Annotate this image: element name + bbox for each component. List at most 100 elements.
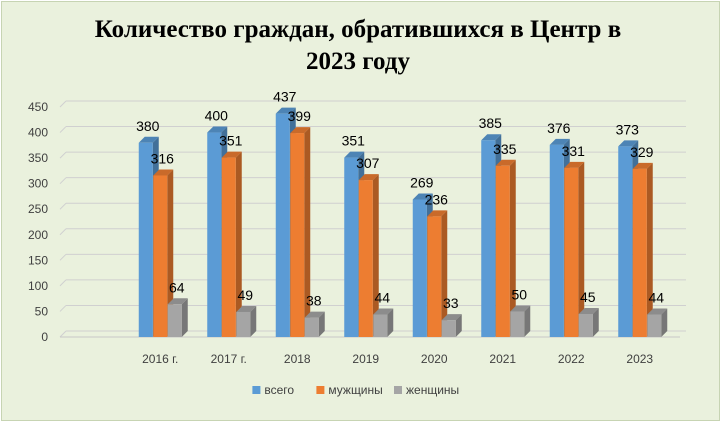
bar-3-5	[441, 314, 462, 337]
bar-top	[441, 314, 462, 321]
bar-side	[304, 127, 311, 337]
bar-top	[153, 169, 174, 176]
bar-top	[427, 210, 448, 217]
data-label: 45	[580, 289, 596, 305]
gridline-depth	[59, 305, 67, 312]
gridline-depth	[59, 100, 67, 108]
bar-top	[275, 107, 296, 114]
bar-top	[632, 162, 653, 169]
x-tick-label: 2020	[421, 352, 448, 366]
bar-front	[632, 168, 647, 337]
bar-front	[221, 157, 236, 337]
data-label: 33	[443, 295, 459, 311]
bar-2-3	[290, 127, 311, 337]
bar-top	[647, 308, 668, 315]
data-label: 49	[237, 287, 253, 303]
legend-item: женщины	[394, 383, 459, 397]
bar-front	[153, 175, 168, 337]
legend-label: мужщины	[328, 383, 382, 397]
bar-front	[564, 167, 579, 337]
bar-3-3	[304, 311, 325, 337]
bar-top	[564, 161, 585, 168]
bar-2-1	[153, 169, 174, 337]
bar-front	[290, 133, 305, 337]
bar-top	[290, 127, 311, 134]
bar-side	[181, 298, 188, 337]
bar-2-4	[358, 174, 379, 337]
x-tick-label: 2022	[558, 352, 585, 366]
bar-front	[495, 165, 510, 337]
chart-title-line-2: 2023 году	[306, 48, 410, 75]
bar-top	[481, 134, 502, 141]
bar-side	[661, 308, 668, 337]
legend-label: всего	[264, 383, 294, 397]
bar-top	[412, 193, 433, 200]
bar-3-2	[236, 305, 257, 337]
y-tick-label: 400	[28, 126, 48, 140]
bar-2-5	[427, 210, 448, 337]
bar-side	[167, 169, 174, 337]
x-tick-label: 2019	[352, 352, 379, 366]
bar-front	[441, 320, 456, 337]
x-tick-label: 2016 г.	[142, 352, 178, 366]
data-label: 335	[493, 141, 517, 157]
bar-front	[236, 311, 251, 337]
gridline-depth	[59, 202, 67, 210]
bar-2-2	[221, 151, 242, 337]
legend-swatch	[394, 386, 402, 394]
bar-front	[578, 314, 593, 337]
bar-top	[618, 140, 639, 147]
bar-front	[207, 132, 222, 337]
bar-side	[318, 311, 325, 337]
data-label: 373	[616, 121, 640, 137]
data-label: 385	[479, 115, 503, 131]
data-label: 269	[410, 175, 434, 191]
bar-front	[481, 140, 496, 337]
bar-top	[495, 159, 516, 166]
x-tick-label: 2021	[489, 352, 516, 366]
data-label: 351	[342, 133, 366, 149]
bar-3-8	[647, 308, 668, 337]
data-label: 307	[356, 155, 380, 171]
y-tick-label: 100	[28, 279, 48, 293]
y-tick-label: 250	[28, 202, 48, 216]
bar-top	[304, 311, 325, 318]
bar-2-7	[564, 161, 585, 337]
bar-front	[304, 317, 319, 337]
data-label: 400	[205, 108, 229, 124]
y-tick-label: 350	[28, 151, 48, 165]
bar-3-1	[167, 298, 188, 337]
bar-front	[412, 199, 427, 337]
bar-side	[455, 314, 462, 337]
bar-top	[138, 136, 159, 143]
bar-top	[207, 126, 228, 133]
y-tick-label: 0	[41, 330, 48, 344]
bar-top	[221, 151, 242, 158]
bar-top	[578, 308, 599, 314]
data-label: 50	[511, 286, 527, 302]
data-label: 44	[374, 290, 390, 306]
bar-front	[618, 146, 633, 337]
data-label: 316	[151, 150, 175, 166]
bar-side	[578, 161, 585, 337]
bar-top	[549, 138, 570, 145]
bar-top	[373, 308, 394, 315]
bar-side	[592, 308, 599, 337]
x-tick-label: 2018	[284, 352, 311, 366]
legend-item: всего	[252, 383, 294, 397]
bar-front	[647, 314, 662, 337]
legend-swatch	[252, 386, 261, 394]
bar-side	[524, 305, 531, 337]
gridline-depth	[59, 279, 67, 287]
bar-front	[358, 180, 373, 337]
legend-label: женщины	[406, 383, 459, 397]
data-label: 44	[648, 290, 664, 306]
bar-front	[373, 314, 388, 337]
bar-3-7	[578, 308, 599, 337]
data-label: 376	[547, 120, 571, 136]
bar-side	[441, 210, 448, 337]
data-label: 399	[288, 108, 312, 124]
